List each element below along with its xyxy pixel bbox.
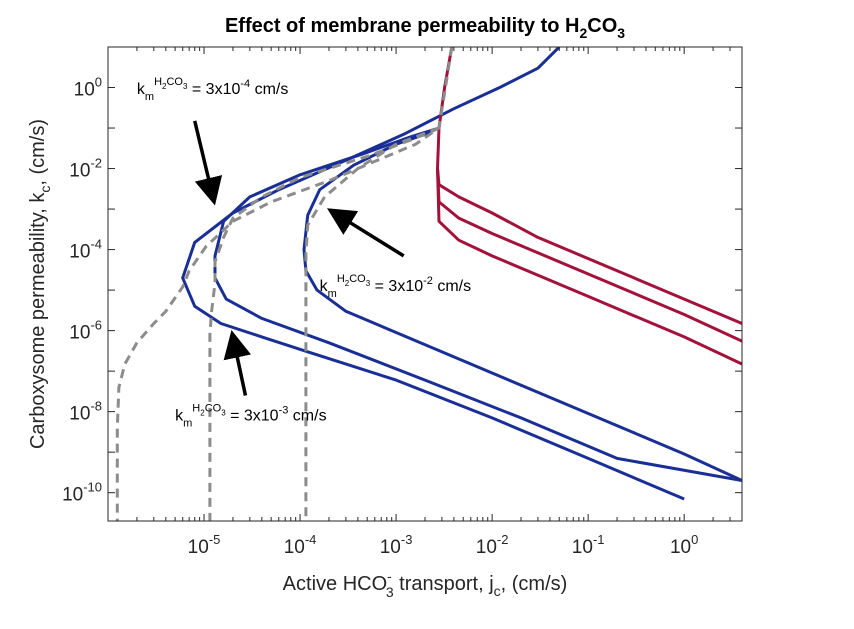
series-group (115, 47, 742, 521)
x-axis-label: Active HCO-3 transport, jc, (cm/s) (283, 568, 568, 600)
annotation-a3: kmH2CO3 = 3x10-3 cm/s (175, 403, 326, 430)
annotation-arrow-1 (326, 208, 405, 258)
y-tick-label: 10-10 (62, 480, 102, 506)
y-tick-label: 10-4 (69, 237, 102, 263)
series-line-gray-7 (208, 126, 440, 521)
chart-title: Effect of membrane permeability to H2CO3 (225, 15, 625, 41)
y-tick-label: 10-6 (69, 318, 102, 344)
plot-area (108, 47, 742, 521)
y-tick-label: 100 (74, 75, 102, 101)
series-line-gray-8 (304, 126, 440, 521)
x-tick-label: 10-3 (380, 532, 413, 558)
x-tick-label: 10-5 (188, 532, 221, 558)
annotation-arrow-0 (193, 120, 223, 206)
series-line-blue-0 (181, 47, 685, 501)
annotation-arrow-2 (223, 330, 252, 396)
x-tick-label: 10-2 (476, 532, 509, 558)
series-line-red-5 (436, 168, 742, 366)
x-tick-label: 10-1 (572, 532, 605, 558)
series-line-gray-6 (115, 47, 454, 521)
y-tick-label: 10-2 (69, 156, 102, 182)
y-tick-label: 10-8 (69, 399, 102, 425)
x-tick-label: 100 (670, 532, 698, 558)
x-tick-label: 10-4 (284, 532, 317, 558)
y-axis-label: Carboxysome permeability, kc, (cm/s) (27, 119, 53, 449)
annotation-a1: kmH2CO3 = 3x10-4 cm/s (137, 76, 288, 103)
annotation-a2: kmH2CO3 = 3x10-2 cm/s (320, 273, 471, 300)
